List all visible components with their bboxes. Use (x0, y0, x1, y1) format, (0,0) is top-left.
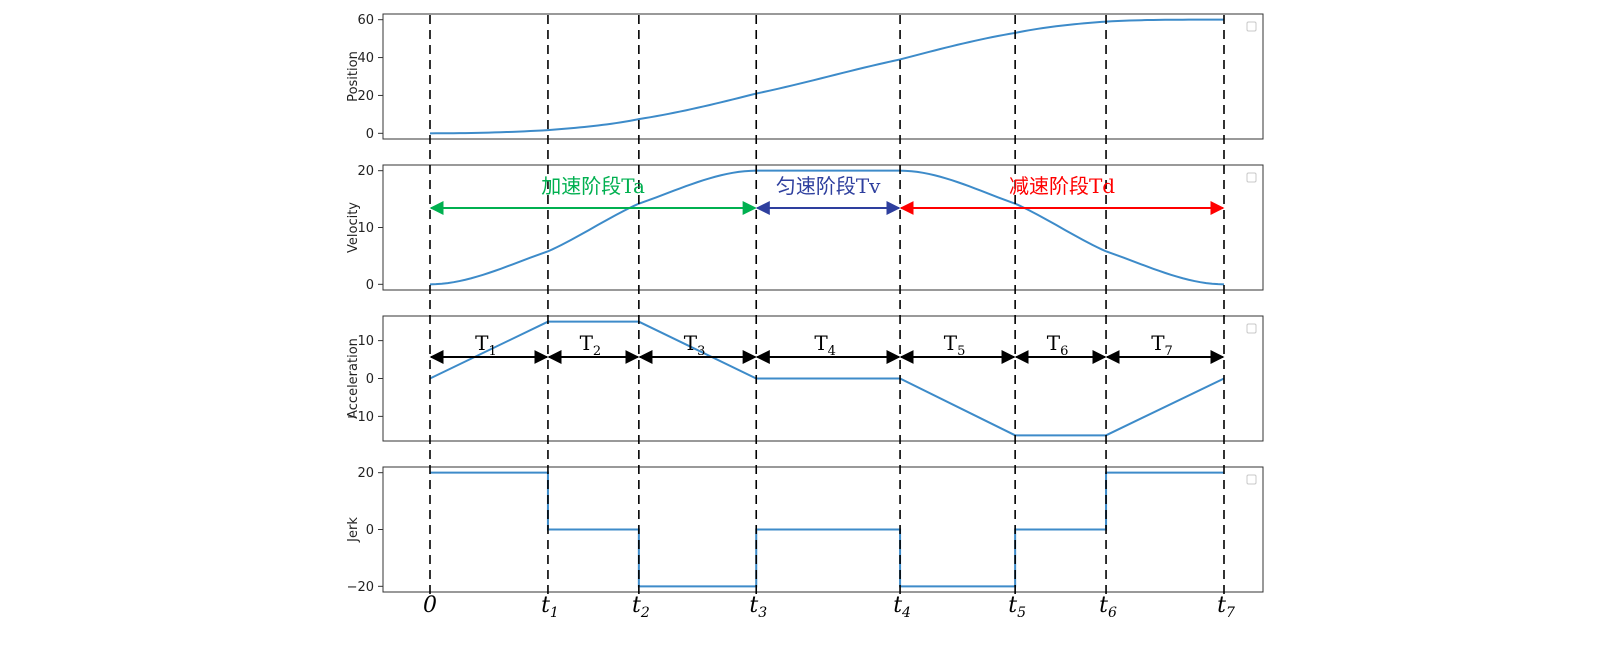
y-tick-label: 0 (366, 372, 374, 387)
y-tick-label: 20 (357, 466, 374, 481)
y-tick-label: 10 (357, 221, 374, 236)
time-label: t7 (1217, 593, 1235, 621)
time-label: t6 (1099, 593, 1117, 621)
y-tick-label: 0 (366, 127, 374, 142)
series-line (429, 18, 1224, 135)
panel-velocity: 0 10 20 Velocity (346, 164, 1264, 293)
legend-box (1246, 474, 1257, 485)
time-label: t1 (541, 593, 559, 621)
y-axis-label: Jerk (346, 517, 361, 543)
y-tick-label: 40 (357, 51, 374, 66)
time-label: t2 (632, 593, 650, 621)
time-axis-labels: 0 t1 t2 t3 t4 t5 t6 t7 (423, 593, 1235, 621)
legend-box (1246, 21, 1257, 32)
series-line (430, 471, 1224, 588)
series-line (429, 320, 1225, 437)
phase-label: 减速阶段Td (1009, 174, 1115, 198)
y-axis-label: Acceleration (346, 338, 361, 419)
legend-box (1246, 323, 1257, 334)
subplot-panels: 0204060Position01020Velocity100−10Accele… (346, 13, 1264, 595)
interval-label: T7 (1151, 331, 1173, 359)
panel-frame (382, 13, 1264, 140)
phase-label: 加速阶段Ta (541, 174, 645, 198)
time-label: t4 (893, 593, 911, 621)
interval-label: T2 (580, 331, 602, 359)
interval-label: T3 (684, 331, 706, 359)
y-tick-label: 0 (366, 523, 374, 538)
time-label: t5 (1008, 593, 1026, 621)
y-tick-label: 10 (357, 334, 374, 349)
interval-label: T4 (814, 331, 836, 359)
y-tick-label: −20 (347, 580, 374, 595)
interval-label: T1 (475, 331, 497, 359)
series-line (429, 169, 1225, 286)
y-axis-label: Velocity (346, 202, 361, 253)
y-tick-label: −10 (347, 410, 374, 425)
y-tick-label: 60 (357, 13, 374, 28)
time-label: 0 (423, 593, 437, 618)
y-tick-label: 0 (366, 278, 374, 293)
time-label: t3 (749, 593, 767, 621)
y-tick-label: 20 (357, 164, 374, 179)
interval-label: T6 (1047, 331, 1069, 359)
time-guide-lines (429, 15, 1225, 596)
y-axis-label: Position (346, 51, 361, 102)
interval-label: T5 (944, 331, 966, 359)
panel-position: 0 20 40 60 Position (346, 13, 1264, 142)
phase-label: 匀速阶段Tv (776, 174, 881, 198)
phase-annotations: 加速阶段Ta 匀速阶段Tv 减速阶段Td T1 T2 T3 T4 T5 T6 T7 (429, 174, 1225, 364)
legend-box (1246, 172, 1257, 183)
panel-jerk: 20 0 −20 Jerk (346, 466, 1264, 595)
y-tick-label: 20 (357, 89, 374, 104)
